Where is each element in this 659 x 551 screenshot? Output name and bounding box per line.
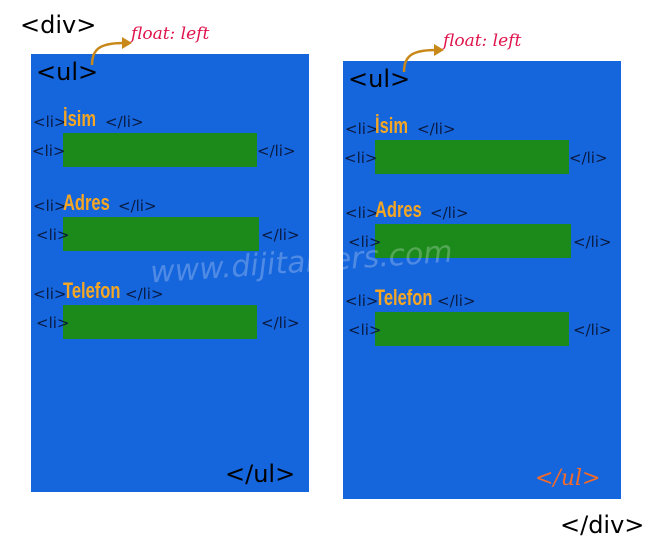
li-open-tag: <li> bbox=[36, 314, 70, 332]
li-open-tag: <li> bbox=[348, 321, 382, 339]
li-open-tag: <li> bbox=[32, 142, 66, 160]
input-box bbox=[63, 133, 257, 167]
ul-close-tag: </ul> bbox=[535, 466, 601, 491]
li-close-tag: </li> bbox=[257, 142, 296, 160]
curved-arrow-icon bbox=[402, 44, 444, 73]
input-box bbox=[375, 312, 569, 346]
li-open-tag: <li> bbox=[345, 292, 379, 310]
ul-close-tag: </ul> bbox=[225, 460, 296, 488]
li-open-tag: <li> bbox=[33, 197, 67, 215]
li-close-tag: </li> bbox=[417, 120, 456, 138]
li-open-tag: <li> bbox=[33, 285, 67, 303]
float-annotation: float: left bbox=[443, 31, 522, 51]
li-open-tag: <li> bbox=[345, 120, 379, 138]
item-label: Adres bbox=[375, 197, 422, 222]
item-label: İsim bbox=[375, 113, 409, 138]
item-label: Telefon bbox=[375, 285, 433, 310]
input-box bbox=[375, 224, 571, 258]
div-open-tag: <div> bbox=[20, 11, 97, 39]
li-close-tag: </li> bbox=[105, 113, 144, 131]
li-open-tag: <li> bbox=[345, 204, 379, 222]
li-close-tag: </li> bbox=[261, 314, 300, 332]
li-close-tag: </li> bbox=[569, 149, 608, 167]
li-close-tag: </li> bbox=[573, 321, 612, 339]
li-close-tag: </li> bbox=[430, 204, 469, 222]
ul-box bbox=[31, 54, 309, 492]
item-label: İsim bbox=[63, 106, 97, 131]
input-box bbox=[63, 305, 257, 339]
float-annotation: float: left bbox=[131, 24, 210, 44]
li-open-tag: <li> bbox=[344, 149, 378, 167]
input-box bbox=[375, 140, 569, 174]
li-close-tag: </li> bbox=[118, 197, 157, 215]
item-label: Adres bbox=[63, 190, 110, 215]
div-close-tag: </div> bbox=[560, 511, 645, 539]
ul-open-tag: <ul> bbox=[348, 65, 411, 93]
curved-arrow-icon bbox=[90, 37, 132, 66]
input-box bbox=[63, 217, 259, 251]
item-label: Telefon bbox=[63, 278, 121, 303]
li-close-tag: </li> bbox=[261, 226, 300, 244]
li-open-tag: <li> bbox=[33, 113, 67, 131]
ul-box bbox=[343, 61, 621, 499]
li-open-tag: <li> bbox=[36, 226, 70, 244]
ul-open-tag: <ul> bbox=[36, 58, 99, 86]
li-close-tag: </li> bbox=[125, 285, 164, 303]
li-close-tag: </li> bbox=[437, 292, 476, 310]
li-open-tag: <li> bbox=[348, 233, 382, 251]
li-close-tag: </li> bbox=[573, 233, 612, 251]
